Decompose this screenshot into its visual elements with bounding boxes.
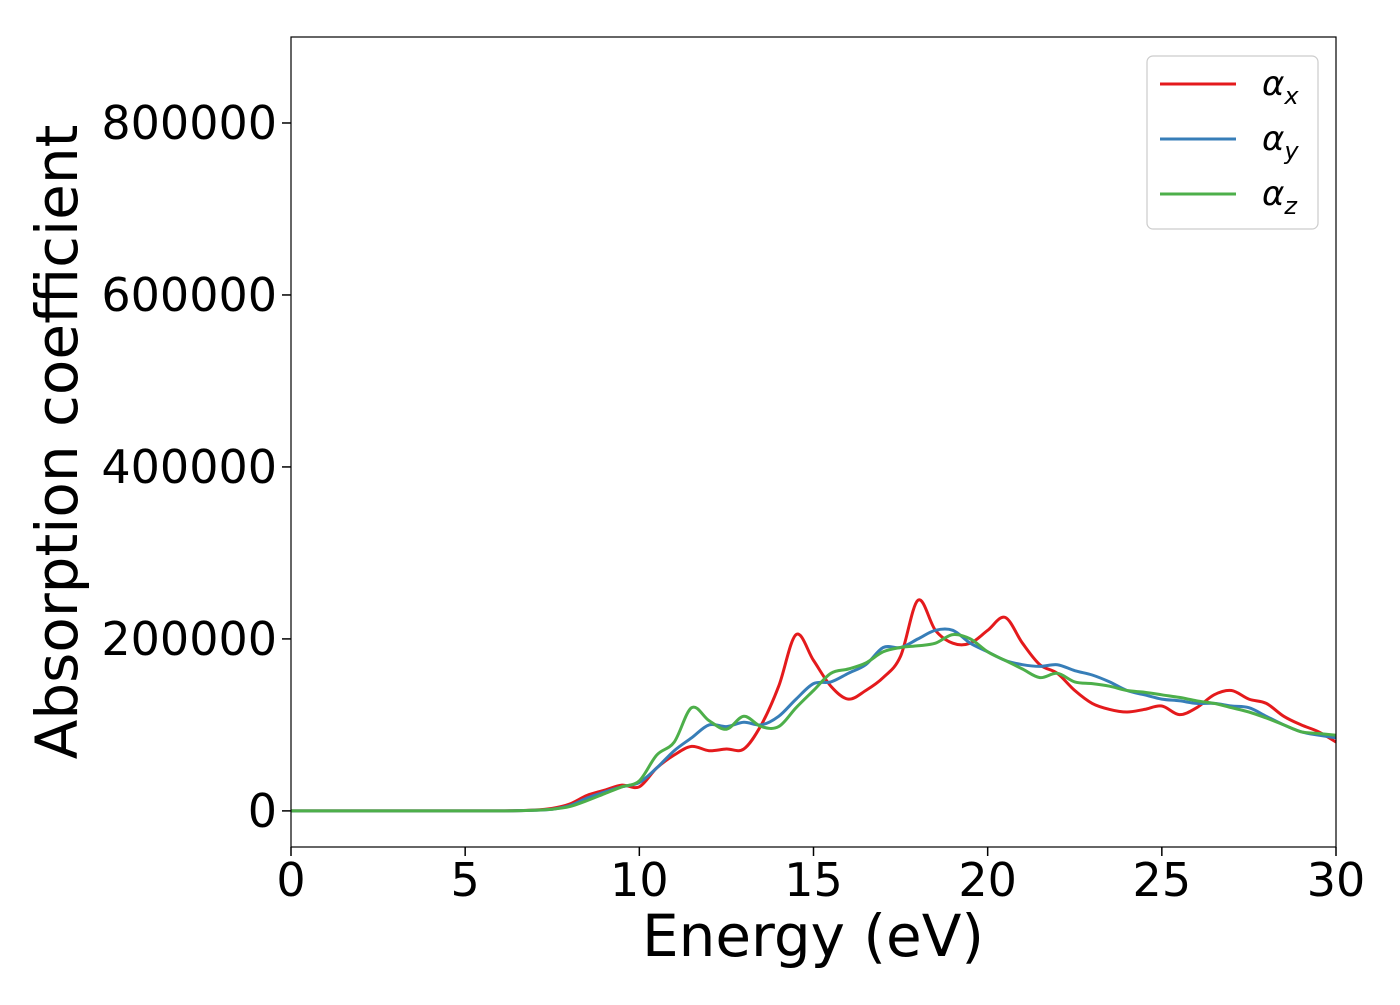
y-axis-title: Absorption coefficient: [23, 125, 91, 760]
series-line-x: [290, 598, 1337, 813]
x-tick-label: 20: [958, 853, 1017, 907]
series-line-z: [290, 632, 1337, 813]
x-axis-title: Energy (eV): [642, 902, 984, 970]
x-tick-label: 25: [1133, 853, 1192, 907]
y-tick-label: 800000: [101, 96, 277, 150]
y-tick-label: 200000: [101, 612, 277, 666]
x-tick-label: 0: [276, 853, 305, 907]
y-tick-label: 400000: [101, 440, 277, 494]
x-tick-label: 5: [451, 853, 480, 907]
legend-label-subscript: x: [1283, 82, 1299, 110]
x-ticks: 0 5 10 15 20 25 30: [276, 847, 1365, 907]
x-tick-label: 30: [1307, 853, 1366, 907]
legend-box: [1146, 55, 1319, 230]
y-ticks: 0 200000 400000 600000 800000: [101, 96, 291, 838]
x-tick-label: 15: [784, 853, 843, 907]
plot-area-frame: [290, 36, 1337, 848]
y-tick-label: 0: [248, 784, 277, 838]
legend-label-subscript: z: [1283, 192, 1298, 220]
legend-label-y: αy: [1262, 119, 1299, 165]
y-tick-label: 600000: [101, 268, 277, 322]
series-layer: [290, 598, 1337, 813]
x-tick-label: 10: [610, 853, 669, 907]
legend-label-x: αx: [1262, 64, 1299, 110]
legend-label-subscript: y: [1283, 137, 1299, 165]
